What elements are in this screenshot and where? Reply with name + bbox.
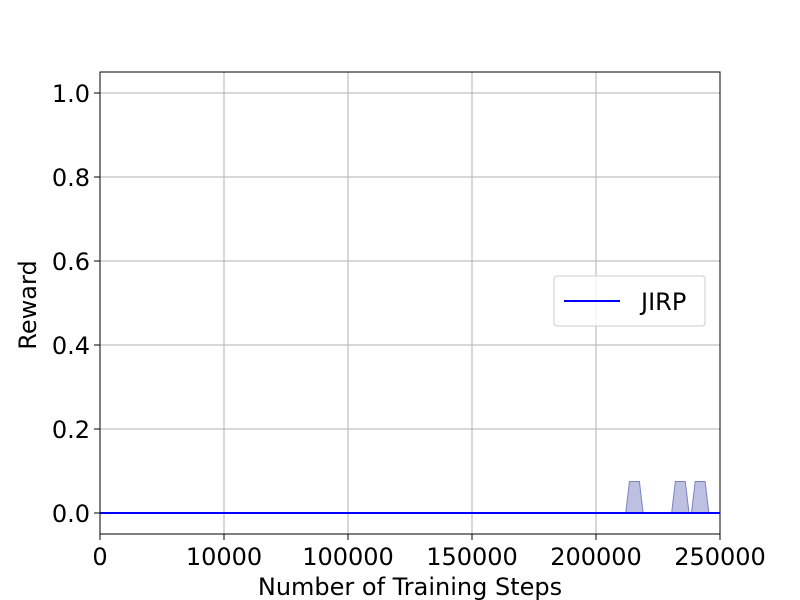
legend: JIRP [553,275,706,327]
x-tick-label: 250000 [674,543,766,571]
y-tick-label: 0.2 [52,416,90,444]
legend-label: JIRP [639,288,686,316]
x-tick-label: 150000 [426,543,518,571]
x-axis-ticks: 0 10000 100000 150000 200000 250000 [92,534,766,571]
y-axis-label: Reward [14,260,42,349]
x-tick-label: 0 [92,543,107,571]
y-tick-label: 0.8 [52,164,90,192]
y-tick-label: 0.6 [52,248,90,276]
x-tick-label: 100000 [302,543,394,571]
legend-box [553,275,706,327]
y-tick-label: 0.0 [52,500,90,528]
y-tick-label: 0.4 [52,332,90,360]
plot-frame [99,71,721,535]
x-tick-label: 10000 [186,543,262,571]
x-tick-label: 200000 [550,543,642,571]
y-tick-label: 1.0 [52,80,90,108]
x-axis-label: Number of Training Steps [258,573,562,600]
y-axis-ticks: 0.0 0.2 0.4 0.6 0.8 1.0 [52,80,100,528]
